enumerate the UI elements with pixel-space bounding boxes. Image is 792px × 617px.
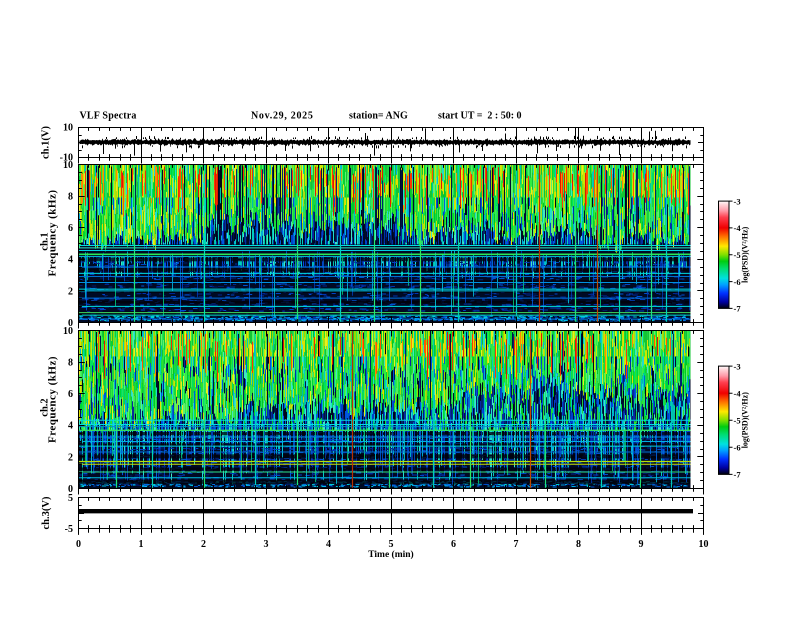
svg-text:Frequency (kHz): Frequency (kHz) [47,189,59,276]
svg-text:8: 8 [576,539,581,550]
svg-text:-5: -5 [734,250,741,260]
svg-text:3: 3 [264,539,269,550]
svg-text:ch.3(V): ch.3(V) [41,496,52,529]
svg-text:10: 10 [63,122,73,133]
svg-text:station= ANG: station= ANG [349,111,408,122]
svg-text:ch.1: ch.1 [40,232,51,250]
svg-text:6: 6 [451,539,456,550]
svg-text:-4: -4 [734,223,742,233]
svg-text:4: 4 [326,539,331,550]
svg-text:-7: -7 [734,470,742,480]
svg-text:10: 10 [63,326,73,337]
svg-text:-6: -6 [734,277,741,287]
svg-text:2: 2 [201,539,206,550]
svg-text:2: 2 [68,286,73,297]
svg-text:2: 2 [68,452,73,463]
svg-text:-3: -3 [734,361,741,371]
svg-text:ch.2: ch.2 [40,398,51,416]
svg-text:0: 0 [68,484,73,495]
svg-text:Nov.29, 2025: Nov.29, 2025 [251,111,314,122]
svg-text:9: 9 [639,539,644,550]
svg-text:log(PSD)(V²/Hz): log(PSD)(V²/Hz) [741,392,750,449]
svg-text:Frequency (kHz): Frequency (kHz) [47,356,59,443]
svg-text:-3: -3 [734,196,741,206]
svg-text:start UT = 2 : 50: 0: start UT = 2 : 50: 0 [438,111,522,122]
svg-text:1: 1 [139,539,144,550]
svg-text:4: 4 [68,421,73,432]
svg-text:ch.1(V): ch.1(V) [41,126,52,159]
svg-text:-10: -10 [60,152,73,163]
svg-text:5: 5 [68,493,73,504]
svg-text:4: 4 [68,255,73,266]
svg-text:5: 5 [389,539,394,550]
svg-text:8: 8 [68,192,73,203]
svg-text:0: 0 [76,539,81,550]
svg-text:7: 7 [514,539,519,550]
svg-text:0: 0 [68,318,73,329]
svg-text:6: 6 [68,223,73,234]
svg-text:6: 6 [68,389,73,400]
svg-text:log(PSD)(V²/Hz): log(PSD)(V²/Hz) [741,226,750,282]
svg-text:-7: -7 [734,304,742,314]
svg-text:8: 8 [68,358,73,369]
svg-text:Time (min): Time (min) [368,549,413,560]
svg-text:-5: -5 [734,415,741,425]
svg-text:-6: -6 [734,443,741,453]
svg-text:VLF Spectra: VLF Spectra [80,111,137,122]
svg-text:10: 10 [699,539,709,550]
svg-text:-4: -4 [734,388,742,398]
svg-text:-5: -5 [65,524,73,535]
svg-text:10: 10 [63,160,73,171]
